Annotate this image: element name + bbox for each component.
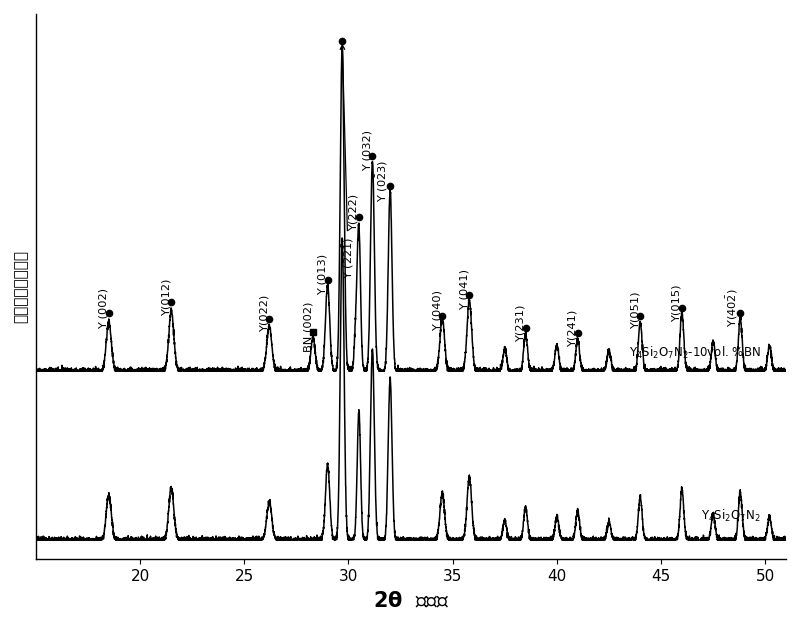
Text: Y (041): Y (041) [459,269,470,310]
Text: Y(231): Y(231) [515,304,526,342]
Text: Y$_4$Si$_2$O$_7$N$_2$-10vol. %BN: Y$_4$Si$_2$O$_7$N$_2$-10vol. %BN [630,345,761,361]
Y-axis label: 强度（任意单位）: 强度（任意单位） [14,250,29,323]
Text: Y(40$\bar{2}$): Y(40$\bar{2}$) [725,288,740,327]
Text: Y (002): Y (002) [98,288,109,329]
X-axis label: $\mathbf{2\theta}$  （度）: $\mathbf{2\theta}$ （度） [373,591,449,611]
Text: Y(241): Y(241) [568,309,578,347]
Text: Y(022): Y(022) [259,295,270,333]
Text: Y(015): Y(015) [672,284,682,322]
Text: Y(222): Y(222) [349,194,359,231]
Text: Y (0$\bar{2}$3): Y (0$\bar{2}$3) [375,160,390,202]
Text: Y (22$\bar{1}$): Y (22$\bar{1}$) [340,45,356,279]
Text: Y(012): Y(012) [162,279,171,316]
Text: BN (002): BN (002) [303,302,313,352]
Text: Y (040): Y (040) [432,290,442,331]
Text: Y (032): Y (032) [362,131,373,171]
Text: Y(051): Y(051) [630,292,640,329]
Text: Y (013): Y (013) [318,254,328,295]
Text: Y$_4$Si$_2$O$_7$N$_2$: Y$_4$Si$_2$O$_7$N$_2$ [702,508,761,524]
